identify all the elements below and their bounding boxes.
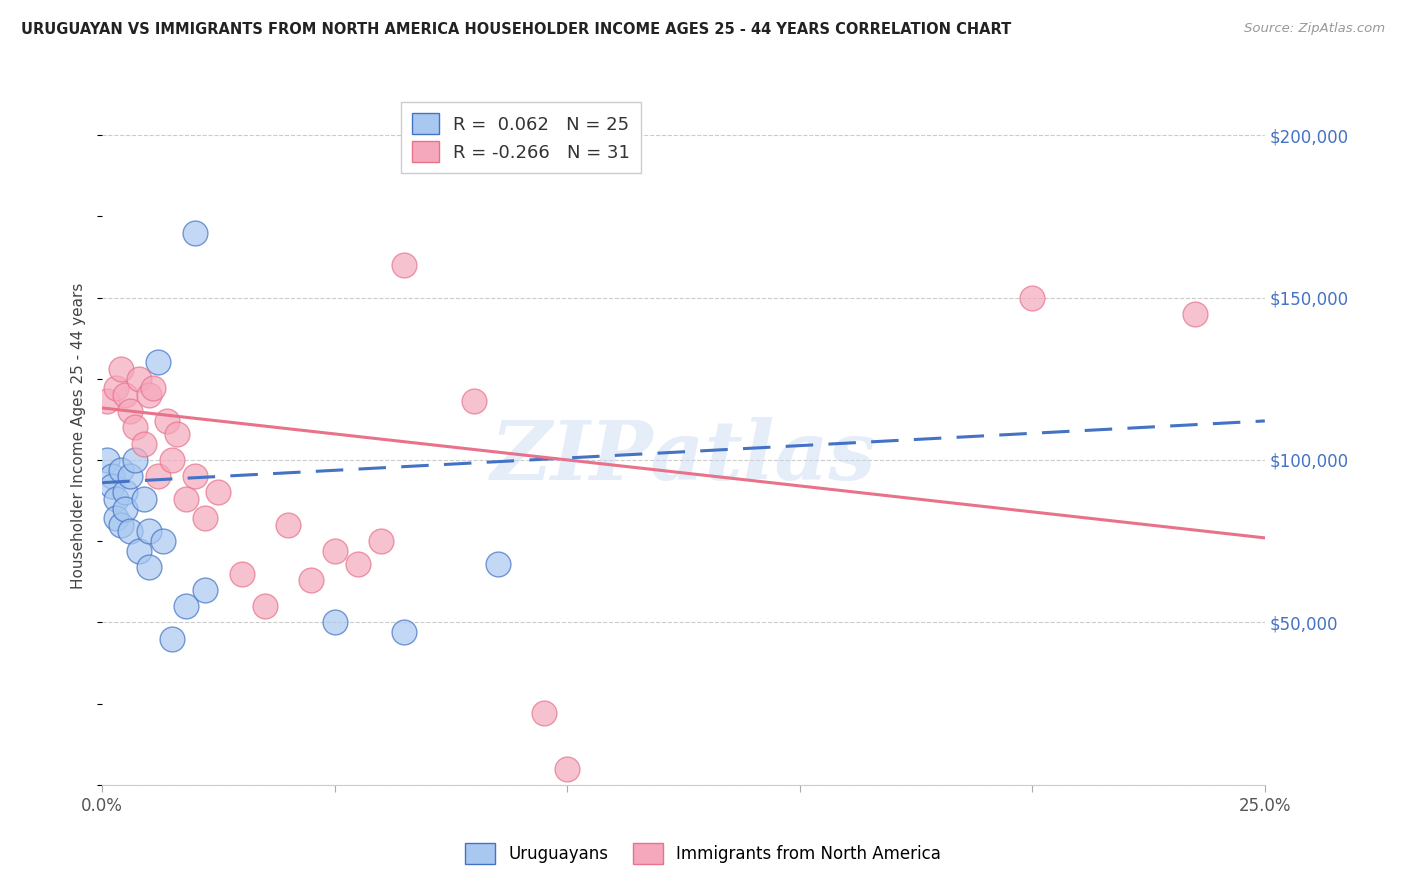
Point xyxy=(1184,307,1206,321)
Point xyxy=(110,517,132,532)
Text: ZIPatlas: ZIPatlas xyxy=(491,417,876,497)
Point xyxy=(100,469,122,483)
Point xyxy=(463,394,485,409)
Point xyxy=(174,599,197,613)
Point xyxy=(277,517,299,532)
Point xyxy=(323,544,346,558)
Point xyxy=(100,479,122,493)
Point xyxy=(486,557,509,571)
Point xyxy=(347,557,370,571)
Legend: R =  0.062   N = 25, R = -0.266   N = 31: R = 0.062 N = 25, R = -0.266 N = 31 xyxy=(401,103,641,173)
Point xyxy=(193,511,215,525)
Point xyxy=(138,560,160,574)
Point xyxy=(323,615,346,630)
Point xyxy=(156,414,179,428)
Point xyxy=(184,469,207,483)
Point xyxy=(142,381,165,395)
Point xyxy=(146,469,169,483)
Point xyxy=(114,388,136,402)
Point xyxy=(184,226,207,240)
Point xyxy=(124,420,146,434)
Point xyxy=(105,511,128,525)
Point xyxy=(193,582,215,597)
Point xyxy=(370,534,392,549)
Point xyxy=(110,362,132,376)
Point xyxy=(120,404,142,418)
Point xyxy=(1021,291,1043,305)
Point xyxy=(146,355,169,369)
Point xyxy=(394,258,416,272)
Point xyxy=(105,491,128,506)
Point xyxy=(105,381,128,395)
Point xyxy=(124,453,146,467)
Y-axis label: Householder Income Ages 25 - 44 years: Householder Income Ages 25 - 44 years xyxy=(72,283,86,589)
Point xyxy=(207,485,229,500)
Point xyxy=(166,426,188,441)
Point xyxy=(114,485,136,500)
Point xyxy=(120,469,142,483)
Point xyxy=(394,625,416,640)
Text: Source: ZipAtlas.com: Source: ZipAtlas.com xyxy=(1244,22,1385,36)
Point xyxy=(128,372,150,386)
Text: URUGUAYAN VS IMMIGRANTS FROM NORTH AMERICA HOUSEHOLDER INCOME AGES 25 - 44 YEARS: URUGUAYAN VS IMMIGRANTS FROM NORTH AMERI… xyxy=(21,22,1011,37)
Point xyxy=(152,534,174,549)
Point xyxy=(138,388,160,402)
Point xyxy=(110,463,132,477)
Point xyxy=(120,524,142,539)
Point xyxy=(96,394,118,409)
Point xyxy=(301,573,323,587)
Point xyxy=(114,501,136,516)
Point xyxy=(253,599,276,613)
Point xyxy=(138,524,160,539)
Point xyxy=(132,491,155,506)
Legend: Uruguayans, Immigrants from North America: Uruguayans, Immigrants from North Americ… xyxy=(458,837,948,871)
Point xyxy=(174,491,197,506)
Point xyxy=(160,632,183,646)
Point xyxy=(231,566,253,581)
Point xyxy=(533,706,555,721)
Point xyxy=(132,436,155,450)
Point xyxy=(555,762,578,776)
Point xyxy=(160,453,183,467)
Point xyxy=(128,544,150,558)
Point xyxy=(96,453,118,467)
